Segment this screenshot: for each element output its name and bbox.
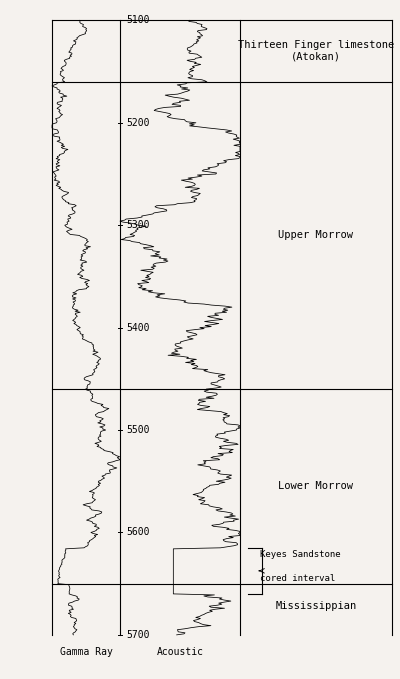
Text: 5200: 5200: [126, 117, 150, 128]
Text: cored interval: cored interval: [260, 574, 335, 583]
Text: Thirteen Finger limestone
(Atokan): Thirteen Finger limestone (Atokan): [238, 40, 394, 62]
Text: 5700: 5700: [126, 630, 150, 640]
Text: 5600: 5600: [126, 528, 150, 538]
Text: Upper Morrow: Upper Morrow: [278, 230, 354, 240]
Text: Lower Morrow: Lower Morrow: [278, 481, 354, 492]
Text: Keyes Sandstone: Keyes Sandstone: [260, 549, 341, 559]
Text: Gamma Ray: Gamma Ray: [60, 647, 112, 657]
Text: 5400: 5400: [126, 323, 150, 333]
Text: Mississippian: Mississippian: [275, 601, 357, 611]
Text: 5500: 5500: [126, 425, 150, 435]
Text: Acoustic: Acoustic: [156, 647, 204, 657]
Text: 5300: 5300: [126, 220, 150, 230]
Text: 5100: 5100: [126, 16, 150, 25]
